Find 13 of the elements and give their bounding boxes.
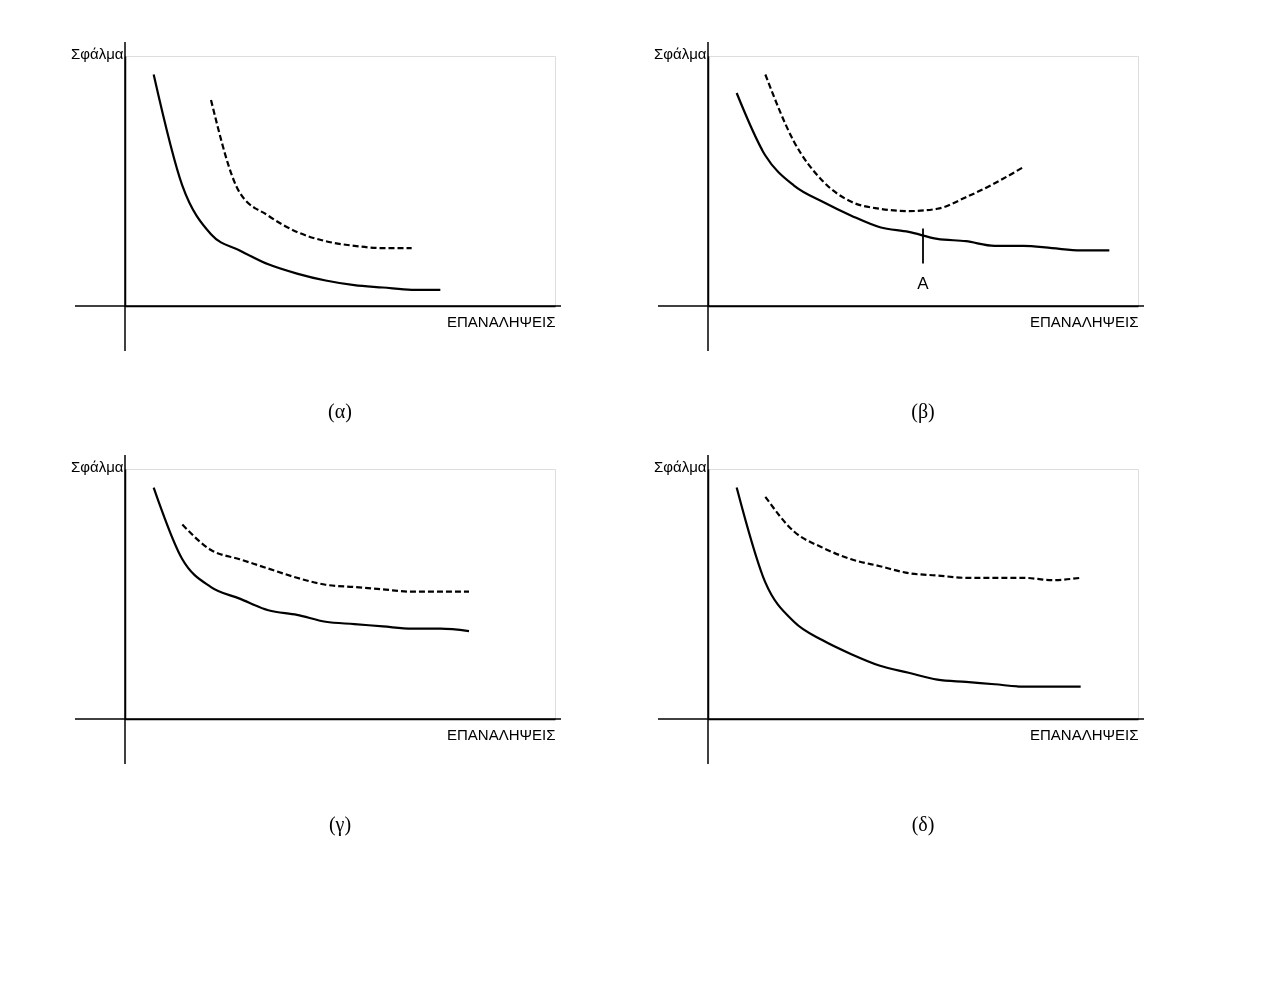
y-axis-title: Σφάλμα	[654, 44, 707, 62]
text: (δ)	[911, 812, 935, 836]
y-axis-title: Σφάλμα	[71, 457, 124, 475]
text: (β)	[911, 399, 935, 423]
y-axis-title: Σφάλμα	[654, 457, 707, 475]
x-axis-title: ΕΠΑΝΑΛΗΨΕΙΣ	[1029, 725, 1139, 743]
y-axis-title: Σφάλμα	[71, 44, 124, 62]
x-axis-title: ΕΠΑΝΑΛΗΨΕΙΣ	[1029, 312, 1139, 330]
text: (γ)	[328, 812, 352, 836]
text: (α)	[328, 399, 352, 423]
annotation: A	[917, 273, 930, 293]
x-axis-title: ΕΠΑΝΑΛΗΨΕΙΣ	[446, 312, 556, 330]
x-axis-title: ΕΠΑΝΑΛΗΨΕΙΣ	[446, 725, 556, 743]
